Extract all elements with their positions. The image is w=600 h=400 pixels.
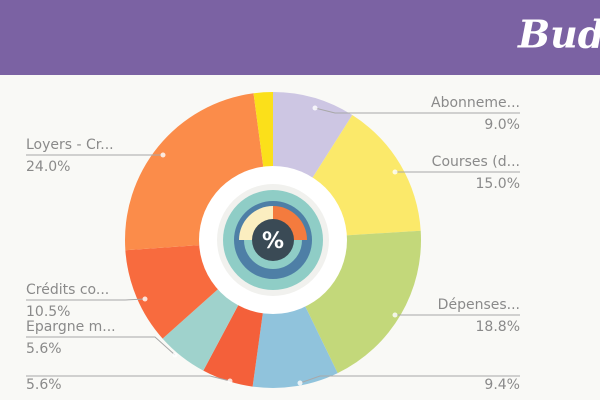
slice-value-label: 10.5% (26, 304, 70, 320)
slice-value-label: 24.0% (26, 159, 70, 175)
icon-center (252, 219, 294, 261)
leader-dot (227, 378, 233, 384)
slice-value-label: 9.4% (484, 377, 520, 393)
slice-value-label: 15.0% (476, 176, 520, 192)
header-logo: Budg (517, 12, 600, 57)
slice-label: Loyers - Cr... (26, 137, 114, 153)
icon-symbol: % (262, 229, 284, 254)
slice-value-label: 9.0% (484, 117, 520, 133)
leader-dot (392, 312, 398, 318)
slice-value-label: 18.8% (476, 319, 520, 335)
slice-label: Dépenses... (438, 297, 520, 313)
leader-line (299, 375, 520, 384)
header-bar (0, 0, 600, 75)
slice-label: Epargne m... (26, 319, 116, 335)
leader-dot (297, 380, 303, 386)
leader-dot (172, 352, 178, 358)
leader-line (26, 375, 231, 382)
leader-line (26, 336, 176, 356)
slice-value-label: 5.6% (26, 377, 62, 393)
slice-label: Crédits co... (26, 282, 109, 298)
leader-dot (392, 169, 398, 175)
slice-label: Abonneme... (431, 95, 520, 111)
leader-dot (142, 296, 148, 302)
leader-dot (312, 105, 318, 111)
leader-dot (160, 152, 166, 158)
leader-line (314, 107, 520, 114)
slice-label: Courses (d... (432, 154, 520, 170)
leader-line (26, 298, 146, 301)
slice-value-label: 5.6% (26, 341, 62, 357)
